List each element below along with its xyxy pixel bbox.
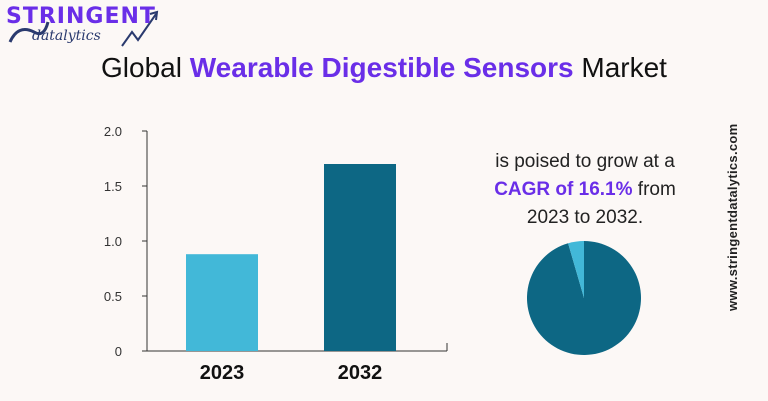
bar-chart: 0 0.5 1.0 1.5 2.0 2023 2032 xyxy=(104,124,448,384)
x-tick-label-2032: 2032 xyxy=(338,362,383,384)
y-tick-label: 0 xyxy=(115,344,122,359)
pie-chart xyxy=(527,241,641,355)
logo-wordmark-top: STRINGENT xyxy=(6,4,156,29)
cagr-line-2: CAGR of 16.1% from xyxy=(470,176,700,204)
title-suffix: Market xyxy=(581,52,667,83)
cagr-line-2-suffix: from xyxy=(637,179,676,200)
company-logo: STRINGENT datalytics xyxy=(4,2,164,48)
y-tick-label: 1.0 xyxy=(104,234,122,249)
y-tick-label: 2.0 xyxy=(104,124,122,139)
logo-wordmark-bottom: datalytics xyxy=(32,28,101,44)
page-title: Global Wearable Digestible Sensors Marke… xyxy=(0,52,768,84)
y-tick-label: 1.5 xyxy=(104,179,122,194)
website-url: www.stringentdatalytics.com xyxy=(725,123,740,311)
cagr-statement: is poised to grow at a CAGR of 16.1% fro… xyxy=(470,148,700,232)
cagr-line-3: 2023 to 2032. xyxy=(526,207,644,228)
bar-2023 xyxy=(186,254,258,351)
bar-2032 xyxy=(324,164,396,351)
title-highlight: Wearable Digestible Sensors xyxy=(189,52,574,83)
cagr-value: CAGR of 16.1% xyxy=(494,179,633,200)
pie-slice-1 xyxy=(568,241,584,298)
title-prefix: Global xyxy=(101,52,182,83)
cagr-line-1: is poised to grow at a xyxy=(495,151,675,172)
x-tick-label-2023: 2023 xyxy=(200,362,245,384)
logo-swoosh-icon xyxy=(8,10,159,47)
y-tick-label: 0.5 xyxy=(104,289,122,304)
